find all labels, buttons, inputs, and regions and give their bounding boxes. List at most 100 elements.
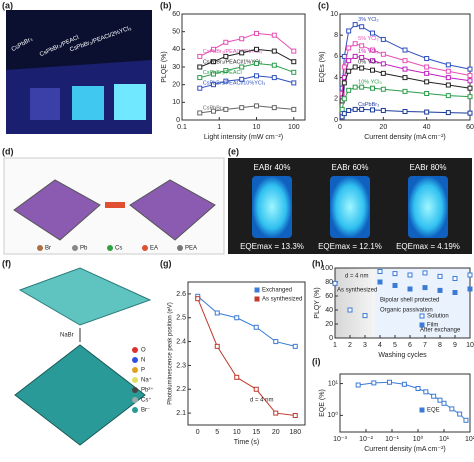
data-point bbox=[431, 393, 437, 399]
data-point bbox=[234, 315, 240, 321]
data-point bbox=[467, 85, 473, 91]
data-point bbox=[424, 64, 430, 70]
y-tick-label: 0 bbox=[176, 117, 180, 124]
legend-label: Br⁻ bbox=[141, 408, 150, 414]
data-point bbox=[445, 110, 451, 116]
y-tick-label: 10 bbox=[172, 99, 180, 106]
y-tick-label: 4 bbox=[334, 74, 338, 81]
y-tick-label: 20 bbox=[172, 82, 180, 89]
x-tick-label: 180 bbox=[289, 429, 301, 436]
legend-swatch bbox=[132, 347, 138, 353]
data-point bbox=[467, 78, 473, 84]
data-point bbox=[341, 53, 347, 59]
y-tick-label: 8 bbox=[334, 32, 338, 39]
data-point bbox=[437, 273, 443, 279]
series-label: 5% YCl₃ bbox=[358, 36, 378, 42]
y-tick-label: 30 bbox=[172, 64, 180, 71]
x-tick-label: 2 bbox=[348, 342, 352, 349]
data-point bbox=[415, 385, 421, 391]
data-point bbox=[291, 80, 297, 86]
series-label: CsPbBr₃/PEACl/10%YCl₃ bbox=[203, 81, 266, 87]
data-point bbox=[437, 397, 443, 403]
data-point bbox=[467, 110, 473, 116]
plot-frame bbox=[334, 267, 471, 339]
eqe-label: EQEmax = 13.3% bbox=[240, 242, 304, 251]
x-tick-label: 10⁰ bbox=[413, 435, 424, 443]
data-point bbox=[197, 53, 203, 59]
annotation: Organic passivation bbox=[380, 308, 433, 314]
data-point bbox=[253, 386, 259, 392]
annotation: d = 4 nm bbox=[345, 274, 369, 280]
y-tick-label: 0 bbox=[334, 117, 338, 124]
data-point bbox=[370, 58, 375, 64]
data-point bbox=[377, 269, 383, 274]
x-tick-label: 10¹ bbox=[439, 436, 450, 443]
data-point bbox=[402, 66, 408, 72]
legend-label: Film bbox=[427, 323, 438, 329]
data-point bbox=[401, 381, 407, 387]
shade bbox=[335, 268, 375, 338]
photo-label: EABr 40% bbox=[254, 163, 291, 172]
data-point bbox=[223, 68, 229, 74]
series-line bbox=[197, 295, 296, 347]
y-axis-label: EQEs (%) bbox=[319, 51, 326, 82]
data-point bbox=[197, 85, 203, 91]
legend-swatch bbox=[177, 245, 183, 251]
device-glow bbox=[408, 176, 448, 238]
y-tick-label: 0 bbox=[329, 335, 333, 342]
y-tick-label: 10 bbox=[330, 11, 338, 18]
x-axis-label: Light intensity (mW cm⁻²) bbox=[204, 134, 283, 141]
data-point bbox=[377, 279, 383, 285]
plot-frame bbox=[339, 373, 471, 433]
series-label: 10% YCl₃ bbox=[358, 80, 382, 86]
y-tick-label: 40 bbox=[172, 46, 180, 53]
series-label: 0% YCl₃ bbox=[358, 59, 378, 65]
y-axis-label: PLQE (%) bbox=[161, 51, 168, 83]
y-tick-label: 60 bbox=[325, 293, 333, 300]
legend-swatch bbox=[419, 313, 425, 319]
data-point bbox=[346, 58, 352, 64]
panel-label: (h) bbox=[312, 258, 324, 268]
data-point bbox=[380, 86, 386, 92]
legend: Br Pb Cs EA PEA bbox=[37, 245, 197, 252]
y-tick-label: 40 bbox=[325, 307, 333, 314]
legend-label: Pb²⁺ bbox=[141, 387, 154, 394]
data-point bbox=[291, 106, 297, 112]
data-point bbox=[239, 64, 245, 70]
legend-swatch bbox=[142, 245, 148, 251]
data-point bbox=[239, 76, 245, 82]
series-label: CsPbBr₃/PEACl/1%YCl₃ bbox=[203, 59, 263, 65]
annotation: Bipolar shell protected bbox=[380, 298, 439, 304]
data-point bbox=[359, 54, 365, 60]
data-point bbox=[457, 411, 463, 417]
y-tick-label: 10¹ bbox=[328, 380, 339, 387]
data-point bbox=[423, 389, 429, 395]
data-point bbox=[445, 75, 451, 81]
data-point bbox=[445, 62, 451, 68]
legend-swatch bbox=[132, 357, 138, 363]
annotation: After exchange bbox=[420, 328, 461, 334]
legend-label: EA bbox=[150, 246, 158, 252]
data-point bbox=[424, 56, 430, 62]
legend-label: Br bbox=[45, 246, 51, 252]
x-tick-label: 1 bbox=[333, 342, 337, 349]
x-tick-label: 10⁻³ bbox=[333, 436, 347, 443]
data-point bbox=[223, 53, 229, 59]
y-axis-label: EQE (%) bbox=[319, 389, 326, 417]
data-point bbox=[347, 307, 353, 313]
data-point bbox=[292, 412, 298, 418]
data-point bbox=[392, 271, 398, 277]
series-label: 1% YCl₃ bbox=[358, 49, 378, 55]
x-axis-label: Washing cycles bbox=[378, 352, 427, 359]
data-point bbox=[380, 70, 386, 76]
data-point bbox=[467, 94, 473, 100]
surface-label: NaBr bbox=[60, 333, 74, 339]
data-point bbox=[341, 96, 347, 102]
series-label: CsPbBr₃/PEACl/3%YCl₃ bbox=[203, 49, 263, 55]
x-tick-label: 15 bbox=[252, 429, 260, 436]
eqe-label: EQEmax = 12.1% bbox=[318, 242, 382, 251]
film-1 bbox=[30, 88, 60, 120]
legend-swatch bbox=[419, 407, 425, 413]
data-point bbox=[210, 82, 216, 88]
